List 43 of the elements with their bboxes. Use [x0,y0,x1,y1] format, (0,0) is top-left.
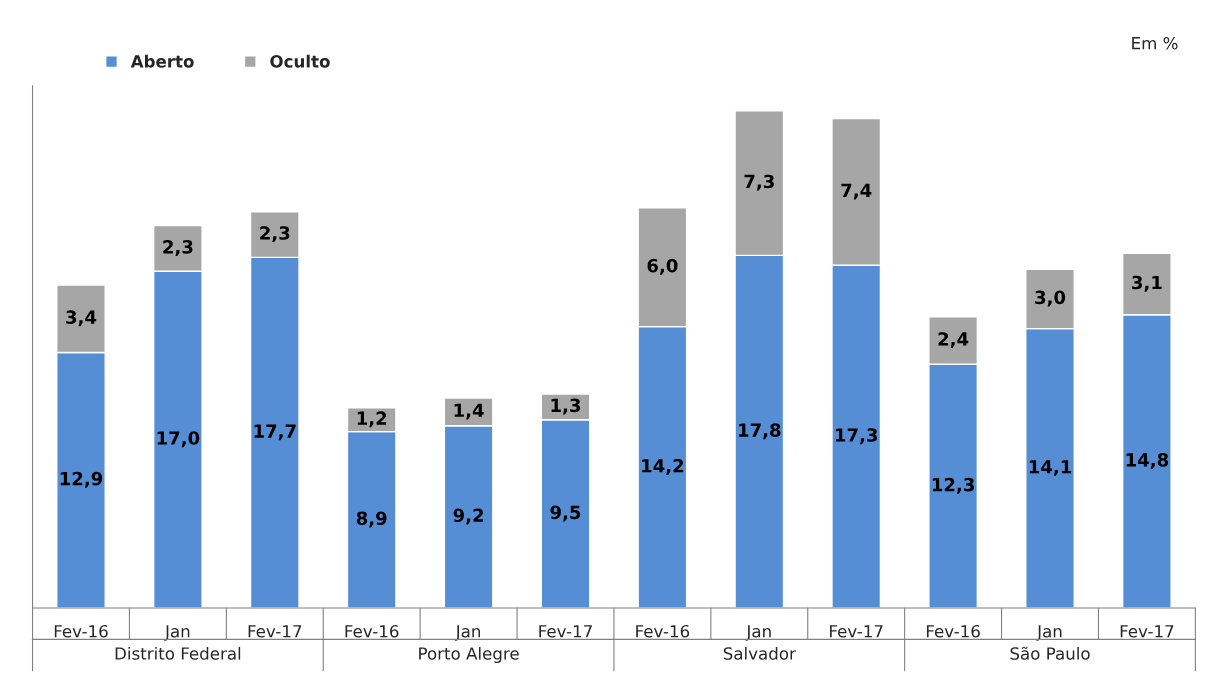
x-tick-label: Fev-16 [636,624,690,638]
x-tick-label: Fev-16 [345,624,399,638]
x-tick-label: Jan [164,625,190,641]
x-tick-label: Fev-17 [1120,625,1174,638]
data-label: 3,1 [1132,275,1162,292]
text: Em % [1132,36,1178,50]
data-label: 3,0 [1035,290,1066,307]
x-tick-label: Fev-17 [830,625,883,638]
x-tick-label: Fev-17 [539,625,592,638]
data-label: 2,3 [163,240,193,256]
data-label: 17,0 [157,431,200,448]
text: Salvador [723,646,796,660]
data-label: 17,3 [835,428,878,445]
legend-label: Aberto [130,54,194,68]
data-label: 12,3 [932,477,974,494]
data-label: 17,7 [254,424,296,441]
data-label: 14,8 [1126,452,1169,469]
data-label: 2,3 [260,226,290,243]
x-tick-label: Jan [1036,625,1062,641]
x-tick-label: Jan [454,625,481,641]
x-tick-label: Fev-16 [926,624,980,638]
data-label: 14,2 [642,458,684,475]
data-label: 6,0 [647,258,678,275]
data-label: 1,4 [454,403,484,420]
data-label: 12,9 [60,471,103,488]
data-label: 3,4 [66,310,97,327]
text: São Paulo [1010,646,1090,660]
text: Distrito Federal [115,646,241,660]
data-label: 7,3 [744,174,774,191]
data-label: 14,1 [1029,460,1072,476]
data-label: 1,2 [357,411,387,428]
x-tick-label: Fev-17 [248,625,302,638]
data-label: 1,3 [551,398,581,415]
text: Porto Alegre [419,646,519,664]
legend-label: Oculto [270,54,330,68]
x-tick-label: Fev-16 [54,624,108,638]
data-label: 9,2 [453,508,484,525]
data-label: 17,8 [739,423,781,440]
data-label: 7,4 [841,183,872,200]
data-label: 9,5 [550,505,581,522]
data-label: 2,4 [938,332,969,349]
data-label: 8,9 [356,511,387,528]
x-tick-label: Jan [745,625,771,641]
